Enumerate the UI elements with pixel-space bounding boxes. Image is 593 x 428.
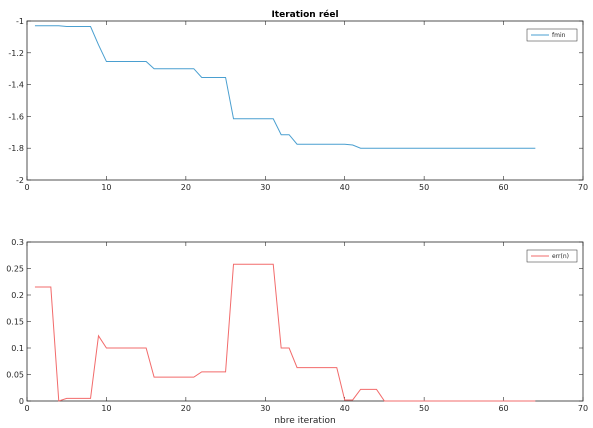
y-tick-label: 0.15 bbox=[6, 318, 24, 327]
y-tick-label: -1 bbox=[16, 17, 24, 26]
y-tick-label: 0.3 bbox=[11, 238, 24, 247]
legend: fmin bbox=[526, 28, 578, 42]
x-tick-label: 40 bbox=[340, 183, 350, 192]
chart-2: 0 10 20 30 40 50 60 70 0 0.05 0.1 0.15 0.2 0.25 0.3 err… bbox=[6, 238, 588, 426]
series-line-errn bbox=[34, 263, 536, 402]
legend-box bbox=[526, 249, 578, 263]
x-tick-label: 60 bbox=[498, 183, 508, 192]
y-tick-label: 0.25 bbox=[6, 265, 24, 274]
y-tick-label: -1.8 bbox=[8, 144, 24, 153]
x-tick-label: 70 bbox=[578, 183, 588, 192]
x-tick-label: 50 bbox=[419, 404, 429, 413]
y-tick-label: 0.05 bbox=[6, 371, 24, 380]
x-tick-label: 20 bbox=[181, 183, 191, 192]
series-line-fmin bbox=[34, 25, 536, 149]
y-tick-label: 0.2 bbox=[11, 291, 24, 300]
x-tick-label: 30 bbox=[260, 404, 270, 413]
plot-area bbox=[26, 20, 584, 181]
chart-title: Iteration réel bbox=[271, 9, 338, 20]
y-tick-label: 0 bbox=[19, 397, 24, 406]
x-tick-label: 10 bbox=[101, 183, 111, 192]
y-tick-label: -1.4 bbox=[8, 81, 24, 90]
x-axis-label: nbre iteration bbox=[274, 416, 335, 426]
x-tick-label: 50 bbox=[419, 183, 429, 192]
x-tick-label: 40 bbox=[340, 404, 350, 413]
y-tick-label: 0.1 bbox=[11, 344, 24, 353]
legend-box bbox=[526, 28, 578, 42]
chart-1: 0 10 20 30 40 50 60 70 -2 -1.8 -1.6 -1.4 -1.2 -1 fmin I… bbox=[8, 9, 588, 192]
x-tick-label: 10 bbox=[101, 404, 111, 413]
y-tick-label: -2 bbox=[16, 176, 24, 185]
x-tick-label: 30 bbox=[260, 183, 270, 192]
y-tick-label: -1.2 bbox=[8, 49, 24, 58]
legend-label: err(n) bbox=[552, 253, 569, 260]
x-tick-label: 70 bbox=[578, 404, 588, 413]
x-tick-label: 60 bbox=[498, 404, 508, 413]
legend-label: fmin bbox=[552, 32, 566, 39]
legend: err(n) bbox=[526, 249, 578, 263]
x-tick-label: 20 bbox=[181, 404, 191, 413]
x-tick-label: 0 bbox=[24, 404, 29, 413]
y-tick-label: -1.6 bbox=[8, 112, 24, 121]
x-tick-label: 0 bbox=[24, 183, 29, 192]
plot-area bbox=[26, 241, 584, 402]
